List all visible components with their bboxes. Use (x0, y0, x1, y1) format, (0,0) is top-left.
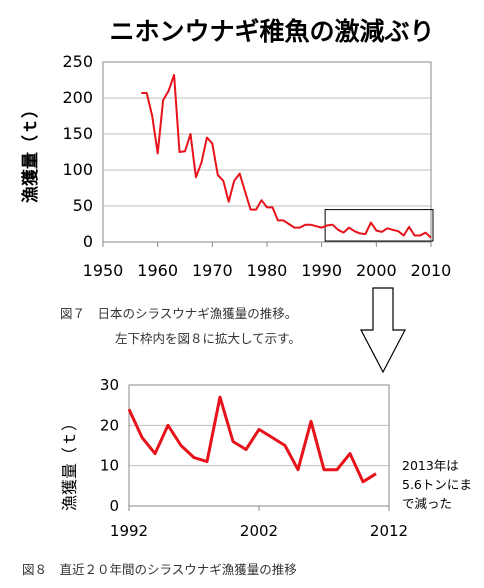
x-tick-label: 2012 (370, 522, 408, 540)
note-line1: 2013年は (402, 458, 459, 473)
y-tick-label: 20 (100, 416, 119, 434)
x-tick-label: 2000 (356, 261, 397, 280)
y-tick-label: 150 (62, 124, 93, 143)
x-tick-label: 1950 (83, 261, 124, 280)
chart-title: ニホンウナギ稚魚の激減ぶり (109, 17, 434, 46)
y-tick-label: 0 (109, 497, 119, 515)
y-tick-label: 250 (62, 52, 93, 71)
y-tick-label: 10 (100, 457, 119, 475)
y-tick-label: 50 (73, 196, 93, 215)
chart2-gridlines (129, 424, 389, 467)
x-tick-label: 1992 (110, 522, 148, 540)
x-tick-label: 1970 (192, 261, 233, 280)
chart1-y-ticks: 0 50 100 150 200 250 (62, 52, 93, 251)
down-arrow-icon (360, 287, 406, 374)
chart1-x-ticks: 1950 1960 1970 1980 1990 2000 2010 (83, 242, 452, 280)
fig7-caption-line1: 図７ 日本のシラスウナギ漁獲量の推移。 (60, 306, 297, 321)
chart1-series-line (141, 74, 432, 239)
x-tick-label: 1960 (137, 261, 178, 280)
chart1-plot-area (102, 61, 432, 243)
chart2-x-ticks: 1992 2002 2012 (110, 506, 408, 540)
chart2-series-line (127, 395, 377, 484)
x-tick-label: 1980 (247, 261, 288, 280)
note-line2: 5.6トンにま (402, 477, 472, 492)
x-tick-label: 2002 (240, 522, 278, 540)
chart2-plot-area (128, 384, 390, 507)
fig8-caption: 図８ 直近２０年間のシラスウナギ漁獲量の推移 (22, 562, 297, 577)
chart2-y-ticks: 0 10 20 30 (100, 376, 119, 515)
y-tick-label: 200 (62, 88, 93, 107)
y-tick-label: 100 (62, 160, 93, 179)
chart2-y-axis-label: 漁獲量（ｔ） (60, 415, 79, 511)
fig7-caption-line2: 左下枠内を図８に拡大して示す。 (115, 331, 301, 346)
x-tick-label: 1990 (301, 261, 342, 280)
note-line3: で減った (402, 496, 452, 511)
y-tick-label: 0 (83, 232, 93, 251)
y-tick-label: 30 (100, 376, 119, 394)
x-tick-label: 2010 (411, 261, 452, 280)
chart1-y-axis-label: 漁獲量（ｔ） (20, 101, 41, 203)
